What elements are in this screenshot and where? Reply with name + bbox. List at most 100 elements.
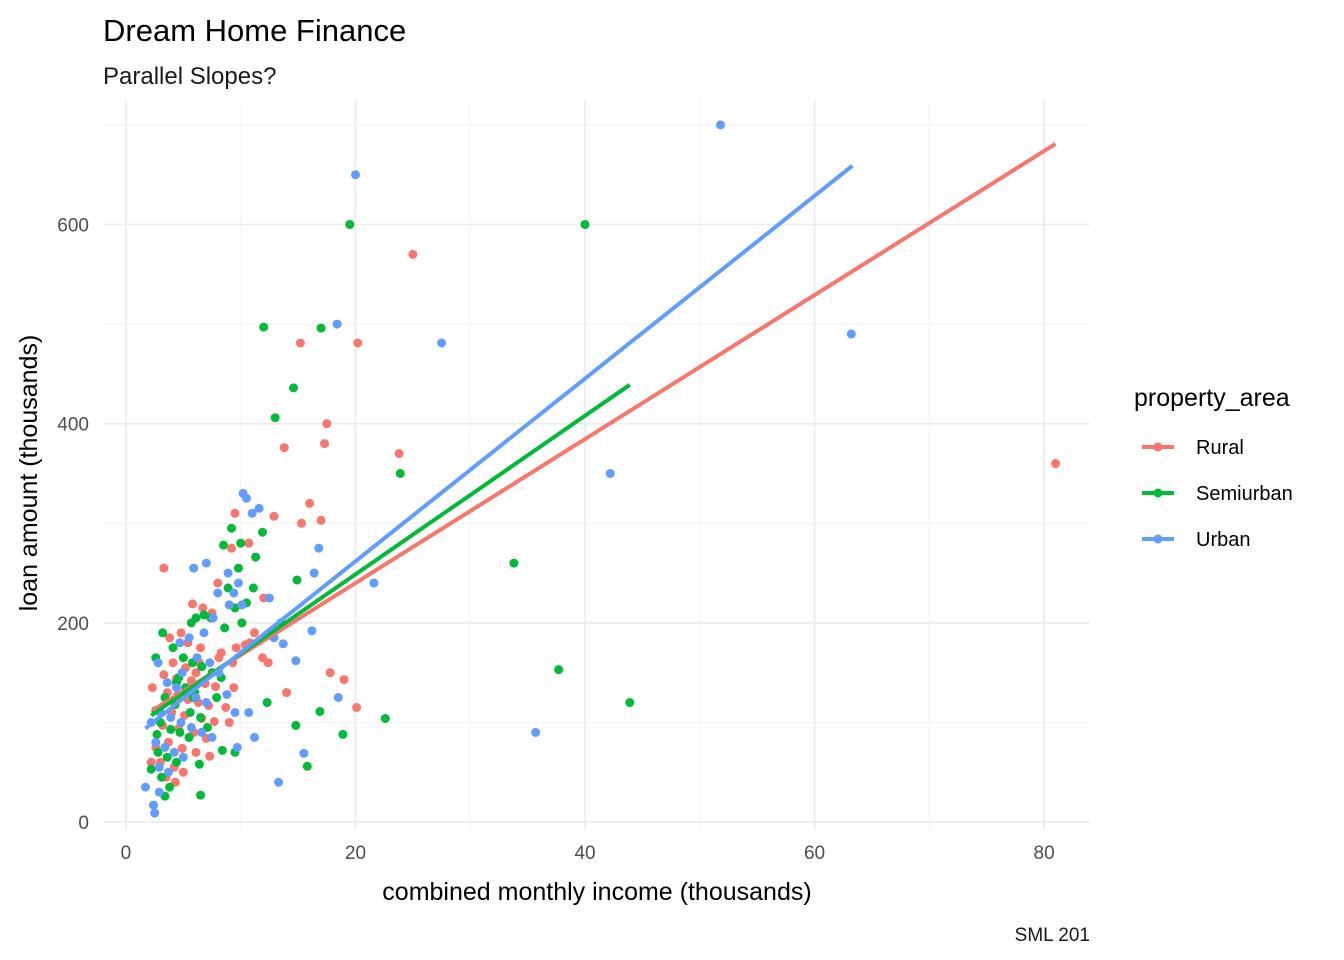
legend-label: Rural: [1196, 437, 1244, 459]
data-point: [152, 729, 162, 739]
data-point: [191, 668, 201, 678]
data-point: [210, 682, 220, 692]
data-point: [248, 583, 258, 593]
data-point: [299, 748, 309, 758]
data-point: [263, 658, 273, 668]
x-tick-label: 0: [121, 843, 132, 864]
data-point: [625, 698, 635, 708]
data-point: [395, 468, 405, 478]
data-point: [258, 527, 268, 537]
data-point: [175, 638, 185, 648]
data-point: [147, 683, 157, 693]
y-axis-title: loan amount (thousands): [15, 335, 43, 612]
data-point: [178, 752, 188, 762]
data-point: [168, 658, 178, 668]
data-point: [380, 713, 390, 723]
data-point: [233, 578, 243, 588]
data-point: [197, 727, 207, 737]
legend-item-urban: Urban: [1142, 529, 1250, 551]
data-point: [160, 742, 170, 752]
chart-title: Dream Home Finance: [103, 13, 406, 48]
data-point: [247, 508, 257, 518]
legend: property_area Rural Semiurban Urban: [1134, 384, 1293, 551]
data-point: [325, 668, 335, 678]
legend-title: property_area: [1134, 384, 1290, 412]
data-point: [314, 543, 324, 553]
data-point: [307, 626, 317, 636]
trend-line-urban: [144, 164, 854, 730]
trend-lines: [144, 142, 1057, 730]
data-point: [162, 752, 172, 762]
data-point: [201, 558, 211, 568]
tick-labels: 0 20 40 60 80 0 200 400 600: [57, 215, 1054, 864]
data-point: [159, 563, 169, 573]
x-tick-label: 80: [1034, 843, 1055, 864]
data-point: [554, 665, 564, 675]
data-point: [148, 800, 158, 810]
data-point: [176, 628, 186, 638]
data-point: [166, 712, 176, 722]
data-point: [230, 508, 240, 518]
data-point: [237, 618, 247, 628]
y-tick-label: 600: [57, 215, 89, 236]
data-point: [1051, 459, 1061, 469]
data-point: [196, 643, 206, 653]
data-point: [244, 538, 254, 548]
data-point: [208, 613, 218, 623]
data-point: [192, 653, 202, 663]
legend-label: Semiurban: [1196, 483, 1293, 505]
series-semiurban: [146, 219, 635, 801]
x-tick-label: 60: [804, 843, 825, 864]
legend-key-point: [1153, 534, 1163, 544]
data-point: [184, 732, 194, 742]
data-point: [339, 675, 349, 685]
series-rural: [146, 249, 1061, 787]
data-point: [237, 600, 247, 610]
data-point: [229, 588, 239, 598]
data-point: [221, 703, 231, 713]
data-point: [205, 658, 215, 668]
data-point: [158, 628, 168, 638]
trend-line-rural: [151, 142, 1057, 713]
data-point: [168, 643, 178, 653]
data-point: [171, 757, 181, 767]
data-point: [213, 578, 223, 588]
data-point: [531, 727, 541, 737]
data-point: [369, 578, 379, 588]
data-point: [169, 747, 179, 757]
data-point: [309, 568, 319, 578]
data-point: [153, 747, 163, 757]
data-point: [188, 599, 198, 609]
data-point: [230, 707, 240, 717]
data-point: [259, 322, 269, 332]
data-point: [227, 523, 237, 533]
data-point: [345, 219, 355, 229]
data-point: [207, 732, 217, 742]
data-point: [408, 249, 418, 259]
data-point: [244, 707, 254, 717]
data-point: [232, 742, 242, 752]
data-point: [171, 683, 181, 693]
data-point: [212, 693, 222, 703]
data-point: [154, 787, 164, 797]
data-point: [165, 782, 175, 792]
data-point: [295, 338, 305, 348]
data-point: [150, 808, 160, 818]
data-point: [194, 759, 204, 769]
x-axis-title: combined monthly income (thousands): [382, 878, 811, 906]
data-point: [338, 729, 348, 739]
data-point: [177, 668, 187, 678]
data-point: [222, 690, 232, 700]
data-point: [315, 706, 325, 716]
data-point: [166, 724, 176, 734]
data-point: [297, 518, 307, 528]
y-tick-label: 400: [57, 415, 89, 436]
data-point: [214, 653, 224, 663]
y-tick-label: 200: [57, 614, 89, 635]
data-point: [251, 552, 261, 562]
data-point: [163, 767, 173, 777]
data-point: [320, 439, 330, 449]
legend-item-semiurban: Semiurban: [1142, 483, 1293, 505]
data-point: [289, 383, 299, 393]
data-point: [322, 419, 332, 429]
